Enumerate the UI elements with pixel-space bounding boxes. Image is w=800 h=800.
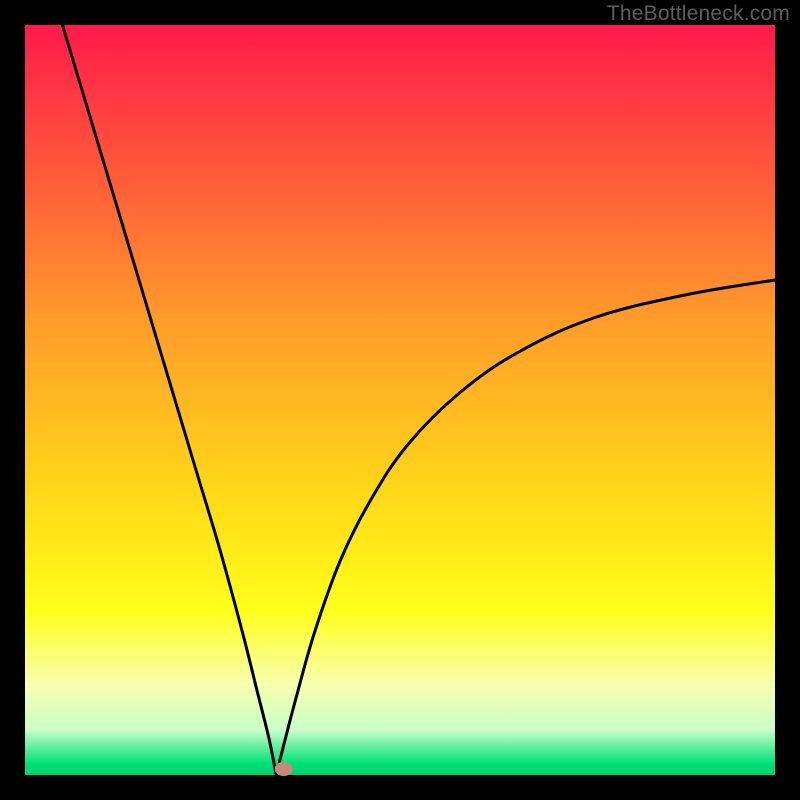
watermark-text: TheBottleneck.com (607, 2, 790, 26)
chart-container: TheBottleneck.com (0, 0, 800, 800)
bottleneck-chart (0, 0, 800, 800)
min-marker (275, 762, 293, 776)
